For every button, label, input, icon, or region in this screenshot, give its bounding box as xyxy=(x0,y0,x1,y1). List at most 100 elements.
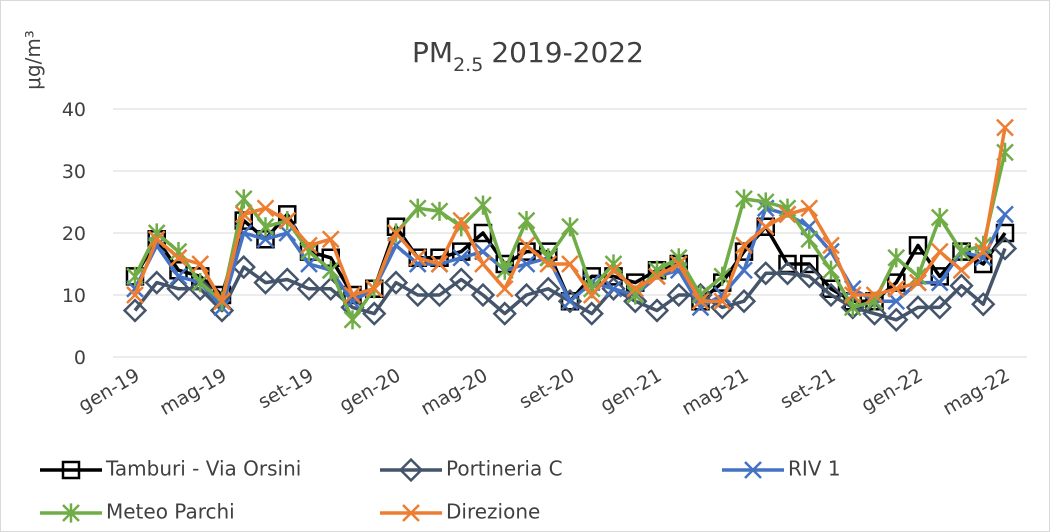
marker xyxy=(343,310,362,330)
marker xyxy=(126,286,144,304)
marker xyxy=(927,295,952,320)
marker xyxy=(822,236,840,255)
marker xyxy=(800,229,819,249)
legend-label: Meteo Parchi xyxy=(106,500,235,524)
marker xyxy=(191,255,210,273)
marker xyxy=(253,270,278,295)
marker xyxy=(862,301,887,326)
marker xyxy=(713,292,732,311)
marker xyxy=(930,273,949,292)
marker xyxy=(800,254,819,274)
marker xyxy=(582,286,601,304)
marker xyxy=(644,298,670,323)
marker xyxy=(887,248,906,268)
marker xyxy=(887,279,906,298)
marker xyxy=(952,242,971,262)
marker xyxy=(756,192,775,212)
marker xyxy=(427,282,452,308)
marker xyxy=(822,260,840,280)
marker xyxy=(492,301,517,326)
marker xyxy=(275,267,300,292)
marker xyxy=(191,273,210,293)
marker xyxy=(561,292,579,311)
marker xyxy=(213,292,231,311)
legend-marker xyxy=(62,503,80,523)
marker xyxy=(800,199,819,218)
marker xyxy=(386,217,406,237)
marker xyxy=(735,261,753,280)
marker xyxy=(952,261,971,280)
marker xyxy=(731,289,757,314)
marker xyxy=(300,236,318,255)
legend-marker xyxy=(402,504,420,522)
marker xyxy=(430,201,449,221)
marker xyxy=(408,198,427,218)
marker xyxy=(296,276,322,301)
marker xyxy=(604,261,623,280)
marker xyxy=(710,295,735,320)
marker xyxy=(536,276,561,301)
marker xyxy=(797,264,822,289)
marker xyxy=(735,189,753,209)
marker xyxy=(449,267,474,292)
marker xyxy=(362,301,387,326)
marker xyxy=(992,236,1018,261)
marker xyxy=(843,286,862,304)
legend-marker xyxy=(744,461,762,479)
marker xyxy=(561,217,579,237)
marker xyxy=(387,224,405,242)
marker xyxy=(561,255,579,273)
marker xyxy=(884,307,909,332)
marker xyxy=(604,279,623,298)
marker xyxy=(452,248,471,267)
legend-marker xyxy=(398,457,424,483)
marker xyxy=(974,242,993,261)
marker xyxy=(321,260,340,280)
marker xyxy=(930,242,949,261)
marker xyxy=(495,279,514,298)
chart-title: PM2.5 2019-2022 xyxy=(412,36,644,76)
y-axis-label: μg/m³ xyxy=(21,30,45,90)
marker xyxy=(365,279,384,298)
marker xyxy=(231,254,256,280)
marker xyxy=(144,270,169,295)
marker xyxy=(343,286,362,304)
marker xyxy=(669,255,688,273)
marker xyxy=(626,279,645,298)
marker xyxy=(648,267,666,286)
marker xyxy=(971,292,996,317)
marker xyxy=(579,301,604,326)
marker xyxy=(408,248,427,267)
marker xyxy=(753,261,778,286)
marker xyxy=(905,295,931,320)
marker xyxy=(474,195,492,215)
legend-label: Portineria C xyxy=(446,457,563,481)
marker xyxy=(169,248,188,267)
marker xyxy=(234,205,253,224)
marker xyxy=(166,276,191,301)
marker xyxy=(996,118,1014,137)
marker xyxy=(887,273,906,292)
marker xyxy=(452,211,471,230)
marker xyxy=(778,205,797,224)
marker xyxy=(256,199,275,218)
y-tick-label: 10 xyxy=(62,285,86,307)
marker xyxy=(473,223,493,243)
legend-marker xyxy=(61,460,81,480)
y-tick-label: 40 xyxy=(62,99,86,121)
y-tick-label: 0 xyxy=(74,347,86,369)
legend-label: Tamburi - Via Orsini xyxy=(105,457,301,481)
y-tick-label: 20 xyxy=(62,223,86,245)
marker xyxy=(930,207,949,228)
marker xyxy=(122,298,148,323)
marker xyxy=(756,217,775,236)
marker xyxy=(517,236,536,255)
marker xyxy=(470,282,496,308)
marker xyxy=(405,282,430,308)
legend-label: Direzione xyxy=(446,500,540,524)
marker xyxy=(666,282,691,308)
marker xyxy=(996,205,1014,224)
marker xyxy=(909,273,927,292)
legend-label: RIV 1 xyxy=(788,457,841,481)
